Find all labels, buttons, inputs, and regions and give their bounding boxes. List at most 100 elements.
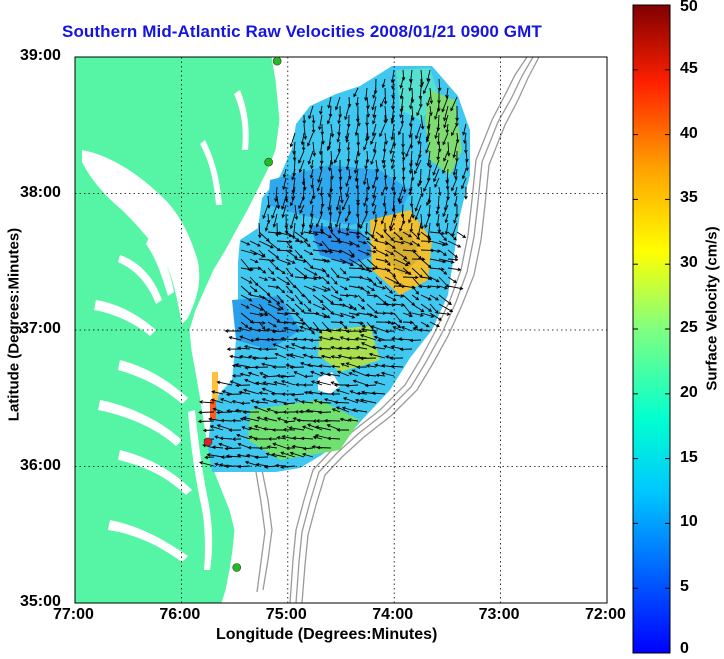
velocity-arrow — [267, 321, 278, 328]
velocity-arrow — [444, 222, 449, 236]
velocity-arrow — [384, 258, 391, 267]
velocity-arrow — [308, 213, 314, 229]
y-tick-label: 37:00 — [20, 320, 61, 337]
velocity-arrow — [274, 186, 278, 203]
colorbar-tick-label: 30 — [680, 254, 698, 272]
velocity-arrow — [336, 370, 350, 377]
velocity-arrow — [298, 159, 305, 173]
velocity-arrow — [450, 96, 458, 112]
velocity-arrow — [345, 159, 350, 171]
velocity-arrow — [411, 231, 421, 240]
velocity-arrow — [330, 294, 343, 301]
velocity-arrow — [353, 159, 359, 174]
velocity-arrow — [285, 240, 293, 250]
chart-title: Southern Mid-Atlantic Raw Velocities 200… — [62, 22, 542, 41]
velocity-arrow — [371, 345, 386, 350]
velocity-arrow — [280, 451, 296, 458]
velocity-arrow — [417, 132, 422, 145]
velocity-arrow — [393, 240, 405, 245]
velocity-arrow — [349, 390, 359, 395]
velocity-arrow — [294, 294, 303, 306]
velocity-arrow — [411, 285, 419, 295]
velocity-arrow — [356, 365, 368, 369]
velocity-arrow — [309, 195, 314, 205]
velocity-arrow — [327, 213, 332, 230]
velocity-arrow — [318, 335, 332, 341]
velocity-arrow — [372, 186, 377, 199]
velocity-arrow — [414, 204, 422, 221]
velocity-arrow — [366, 321, 377, 335]
velocity-arrow — [321, 276, 330, 285]
velocity-arrow — [330, 312, 345, 318]
velocity-arrow — [452, 141, 458, 159]
velocity-arrow — [256, 328, 269, 333]
velocity-arrow — [364, 132, 369, 143]
velocity-arrow — [330, 123, 335, 138]
velocity-arrow — [302, 452, 314, 458]
velocity-arrow — [417, 222, 422, 237]
velocity-arrow — [429, 105, 433, 117]
velocity-arrow — [402, 275, 419, 280]
velocity-arrow — [326, 372, 341, 377]
velocity-arrow — [301, 345, 314, 350]
velocity-arrow — [372, 114, 377, 125]
colorbar — [632, 4, 671, 654]
velocity-arrow — [225, 454, 242, 458]
velocity-arrow — [429, 303, 439, 314]
velocity-arrow — [241, 426, 251, 431]
velocity-arrow — [340, 363, 350, 368]
velocity-arrow — [264, 465, 278, 469]
velocity-arrow — [393, 321, 402, 329]
velocity-arrow — [335, 195, 341, 211]
velocity-arrow — [291, 168, 296, 181]
velocity-arrow — [384, 303, 396, 307]
velocity-arrow — [409, 338, 422, 343]
velocity-arrow — [258, 312, 269, 317]
velocity-arrow — [294, 204, 299, 221]
velocity-arrow — [462, 123, 467, 136]
velocity-arrow — [345, 132, 350, 143]
velocity-arrow — [288, 426, 305, 431]
velocity-arrow — [303, 258, 314, 270]
velocity-arrow — [365, 373, 377, 378]
velocity-arrow — [256, 416, 269, 422]
velocity-arrow — [276, 303, 284, 311]
velocity-arrow — [317, 114, 323, 131]
velocity-arrow — [461, 177, 467, 190]
velocity-arrow — [444, 213, 449, 224]
velocity-arrow — [384, 311, 395, 316]
velocity-arrow — [383, 87, 388, 105]
velocity-arrow — [371, 195, 377, 207]
velocity-arrow — [240, 321, 249, 328]
velocity-arrow — [382, 195, 387, 207]
velocity-arrow — [254, 365, 269, 370]
velocity-arrow — [426, 69, 431, 82]
velocity-arrow — [401, 150, 406, 162]
velocity-arrow — [429, 87, 434, 105]
velocity-arrow — [429, 294, 439, 301]
velocity-arrow — [249, 303, 264, 311]
velocity-arrow — [293, 337, 305, 341]
velocity-arrow — [381, 78, 386, 89]
velocity-arrow — [312, 240, 324, 247]
velocity-arrow — [257, 222, 262, 239]
velocity-arrow — [303, 276, 318, 281]
velocity-arrow — [317, 346, 332, 351]
velocity-arrow — [247, 371, 260, 377]
velocity-arrow — [267, 294, 281, 305]
velocity-arrow — [276, 285, 286, 294]
velocity-arrow — [319, 204, 324, 216]
velocity-arrow — [321, 294, 334, 305]
velocity-arrow — [447, 285, 464, 291]
velocity-arrow — [326, 436, 341, 441]
velocity-arrow — [437, 141, 442, 153]
velocity-arrow — [276, 417, 287, 422]
velocity-arrow — [292, 150, 297, 162]
velocity-arrow — [316, 445, 332, 450]
velocity-arrow — [220, 455, 233, 459]
velocity-arrow — [445, 87, 449, 99]
velocity-arrow — [423, 177, 431, 192]
velocity-arrow — [442, 132, 449, 146]
velocity-arrow — [417, 177, 422, 188]
velocity-arrow — [307, 423, 323, 431]
